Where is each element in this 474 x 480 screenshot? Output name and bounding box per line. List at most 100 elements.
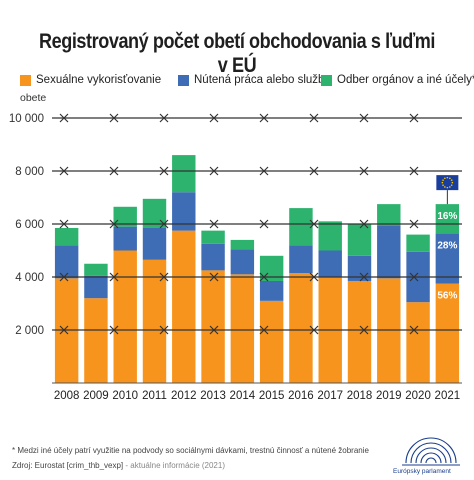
bar-segment bbox=[406, 234, 430, 252]
source-updated: - aktuálne informácie (2021) bbox=[125, 461, 225, 470]
data-label: 16% bbox=[437, 211, 457, 222]
legend-swatch-organs bbox=[321, 74, 332, 86]
legend-label-organs: Odber orgánov a iné účely* bbox=[337, 74, 474, 86]
bar-segment bbox=[54, 227, 79, 246]
barb bbox=[309, 325, 319, 335]
bars-group bbox=[54, 155, 460, 383]
data-label: 28% bbox=[437, 240, 457, 251]
bar-segment bbox=[84, 263, 108, 276]
barb bbox=[409, 219, 419, 229]
bar-segment bbox=[230, 239, 255, 250]
bar-segment bbox=[172, 155, 196, 193]
data-label: 56% bbox=[437, 291, 457, 302]
flag-star bbox=[444, 177, 446, 180]
bar-segment bbox=[230, 274, 255, 383]
x-tick-label: 2020 bbox=[405, 390, 431, 402]
barb bbox=[309, 219, 319, 229]
barb bbox=[259, 166, 269, 176]
bar-segment bbox=[84, 298, 108, 383]
flag-star bbox=[442, 184, 444, 186]
legend-swatch-labour bbox=[178, 74, 189, 86]
bar-segment bbox=[172, 230, 196, 383]
barb bbox=[159, 272, 169, 282]
legend-item-organs: Odber orgánov a iné účely* bbox=[321, 74, 474, 86]
barb bbox=[209, 272, 219, 282]
bar-segment bbox=[289, 208, 313, 246]
barb bbox=[259, 219, 269, 229]
legend-item-labour: Nútená práca alebo služby bbox=[178, 74, 330, 86]
y-axis-label: obete bbox=[20, 92, 47, 104]
y-tick-label: 4 000 bbox=[15, 272, 44, 284]
barb bbox=[59, 325, 69, 335]
bar-segment bbox=[347, 224, 372, 256]
x-tick-label: 2008 bbox=[54, 390, 80, 402]
bar-segment bbox=[54, 278, 79, 383]
barb bbox=[359, 325, 369, 335]
barb bbox=[159, 325, 169, 335]
y-tick-label: 6 000 bbox=[15, 219, 44, 231]
x-tick-label: 2018 bbox=[347, 390, 373, 402]
flag-star bbox=[446, 176, 449, 179]
barb bbox=[109, 113, 119, 123]
bar-segment bbox=[113, 206, 137, 227]
legend-item-sexual: Sexuálne vykorisťovanie bbox=[20, 74, 161, 86]
barb bbox=[259, 272, 269, 282]
bar-segment bbox=[435, 204, 460, 234]
bar-segment bbox=[230, 249, 255, 275]
flag-star bbox=[446, 186, 449, 189]
barb bbox=[309, 113, 319, 123]
x-tick-label: 2016 bbox=[288, 390, 314, 402]
bar-segment bbox=[377, 278, 401, 383]
y-tick-label: 8 000 bbox=[15, 166, 44, 178]
barbed-wire-gridline bbox=[52, 113, 462, 123]
bar-segment bbox=[406, 302, 430, 383]
barb bbox=[309, 272, 319, 282]
barb bbox=[259, 113, 269, 123]
y-tick-label: 2 000 bbox=[15, 325, 44, 337]
barb bbox=[409, 113, 419, 123]
bar-segment bbox=[347, 255, 372, 281]
barbed-wire-gridline bbox=[52, 272, 462, 282]
bar-segment bbox=[289, 273, 313, 383]
x-tick-label: 2015 bbox=[259, 390, 285, 402]
source-line: Zdroj: Eurostat [crim_thb_vexp] - aktuál… bbox=[12, 461, 225, 470]
flag-star bbox=[444, 186, 446, 188]
x-tick-label: 2010 bbox=[112, 390, 138, 402]
bar-segment bbox=[172, 192, 196, 231]
flag-star bbox=[450, 184, 453, 186]
flag-field bbox=[436, 175, 459, 191]
barb bbox=[59, 166, 69, 176]
bar-segment bbox=[142, 259, 167, 383]
barb bbox=[309, 166, 319, 176]
bar-segment bbox=[113, 250, 137, 383]
flag-star bbox=[450, 179, 453, 181]
barbed-wire-gridline bbox=[52, 219, 462, 229]
barb bbox=[109, 166, 119, 176]
legend: Sexuálne vykorisťovanie Nútená práca ale… bbox=[0, 74, 474, 92]
bar-segment bbox=[201, 243, 225, 271]
chart-title: Registrovaný počet obetí obchodovania s … bbox=[39, 30, 435, 77]
european-parliament-logo bbox=[402, 437, 460, 466]
bar-segment bbox=[289, 245, 313, 274]
barb bbox=[409, 325, 419, 335]
bar-segment bbox=[318, 250, 342, 277]
bar-segment bbox=[347, 280, 372, 383]
footnote: * Medzi iné účely patrí využitie na podv… bbox=[12, 446, 369, 455]
barb bbox=[209, 113, 219, 123]
barb bbox=[359, 219, 369, 229]
x-tick-label: 2021 bbox=[435, 390, 461, 402]
bar-segment bbox=[113, 226, 137, 251]
x-tick-label: 2012 bbox=[171, 390, 197, 402]
barb bbox=[59, 113, 69, 123]
source-text: Zdroj: Eurostat [crim_thb_vexp] bbox=[12, 461, 124, 470]
bar-segment bbox=[377, 204, 401, 226]
bar-segment bbox=[377, 225, 401, 279]
barb bbox=[109, 272, 119, 282]
barb bbox=[209, 325, 219, 335]
stacked-bar-chart: 2 000 4 000 6 000 8 000 10 000 2008 2009 2010 20… bbox=[9, 113, 462, 402]
barb bbox=[109, 325, 119, 335]
x-tick-label: 2009 bbox=[83, 390, 109, 402]
barb bbox=[259, 325, 269, 335]
flag-star bbox=[449, 186, 451, 188]
barb bbox=[359, 166, 369, 176]
